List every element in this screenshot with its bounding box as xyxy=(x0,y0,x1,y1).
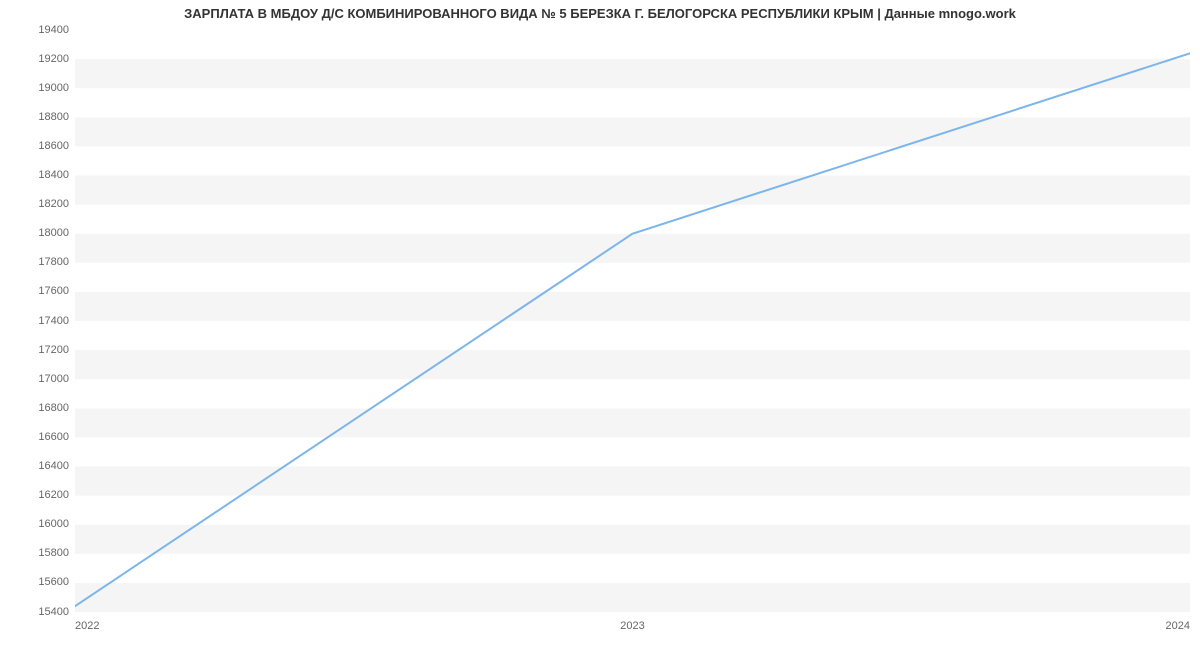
x-tick-label: 2022 xyxy=(75,620,135,632)
chart-plot xyxy=(75,30,1190,612)
y-tick-label: 16600 xyxy=(38,431,69,443)
x-tick-label: 2023 xyxy=(603,620,663,632)
y-tick-label: 18000 xyxy=(38,227,69,239)
y-tick-label: 19200 xyxy=(38,53,69,65)
y-tick-label: 17400 xyxy=(38,315,69,327)
y-tick-label: 16000 xyxy=(38,518,69,530)
y-tick-label: 15600 xyxy=(38,576,69,588)
y-tick-label: 18400 xyxy=(38,169,69,181)
chart-title: ЗАРПЛАТА В МБДОУ Д/С КОМБИНИРОВАННОГО ВИ… xyxy=(0,6,1200,21)
y-tick-label: 18200 xyxy=(38,198,69,210)
y-tick-label: 19400 xyxy=(38,24,69,36)
x-tick-label: 2024 xyxy=(1130,620,1190,632)
y-tick-label: 17000 xyxy=(38,373,69,385)
y-tick-label: 16200 xyxy=(38,489,69,501)
y-tick-label: 17800 xyxy=(38,256,69,268)
y-tick-label: 17600 xyxy=(38,285,69,297)
y-tick-label: 19000 xyxy=(38,82,69,94)
y-tick-label: 16800 xyxy=(38,402,69,414)
y-tick-label: 17200 xyxy=(38,344,69,356)
y-tick-label: 15400 xyxy=(38,606,69,618)
chart-container: ЗАРПЛАТА В МБДОУ Д/С КОМБИНИРОВАННОГО ВИ… xyxy=(0,0,1200,650)
y-tick-label: 18600 xyxy=(38,140,69,152)
y-tick-label: 16400 xyxy=(38,460,69,472)
y-tick-label: 18800 xyxy=(38,111,69,123)
y-tick-label: 15800 xyxy=(38,547,69,559)
